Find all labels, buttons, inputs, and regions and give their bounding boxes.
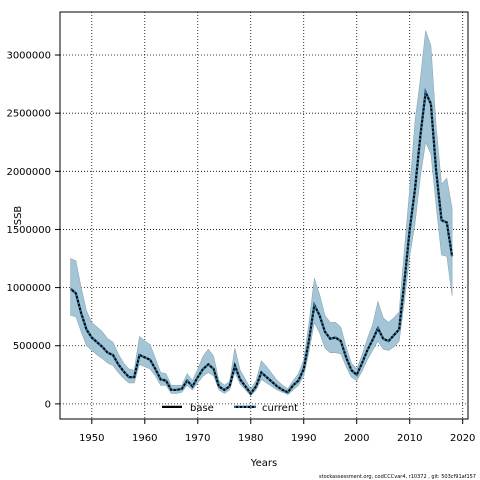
footer-source-text: stockassessment.org, codCCCvar4, r10372 … bbox=[319, 474, 476, 480]
x-axis-title: Years bbox=[250, 458, 277, 469]
x-tick-label: 1980 bbox=[238, 433, 263, 444]
x-tick-label: 2020 bbox=[450, 433, 475, 444]
plot-frame bbox=[59, 11, 469, 420]
gridlines bbox=[60, 12, 468, 419]
series-line-base bbox=[69, 88, 454, 396]
y-axis: 0 500000 1000000 1500000 2000000 2500000 30000… bbox=[6, 51, 60, 410]
legend: base current bbox=[162, 403, 298, 414]
x-tick-label: 1970 bbox=[185, 433, 210, 444]
legend-label-current: current bbox=[262, 403, 298, 414]
y-tick-label: 500000 bbox=[13, 341, 51, 352]
y-tick-label: 2500000 bbox=[6, 109, 51, 120]
y-tick-label: 1000000 bbox=[6, 283, 51, 294]
x-tick-label: 2000 bbox=[344, 433, 369, 444]
y-axis-title: SSB bbox=[13, 206, 24, 226]
y-tick-label: 1500000 bbox=[6, 225, 51, 236]
x-tick-label: 1960 bbox=[132, 433, 157, 444]
x-tick-label: 2010 bbox=[397, 433, 422, 444]
x-tick-label: 1990 bbox=[291, 433, 316, 444]
x-tick-label: 1950 bbox=[79, 433, 104, 444]
y-tick-label: 2000000 bbox=[6, 167, 51, 178]
confidence-band bbox=[70, 30, 453, 397]
x-axis: 1950 1960 1970 1980 1990 2000 2010 2020 bbox=[79, 419, 475, 444]
y-tick-label: 3000000 bbox=[6, 51, 51, 62]
series-line-current bbox=[69, 88, 454, 396]
y-tick-label: 0 bbox=[45, 399, 51, 410]
legend-label-base: base bbox=[190, 403, 214, 414]
